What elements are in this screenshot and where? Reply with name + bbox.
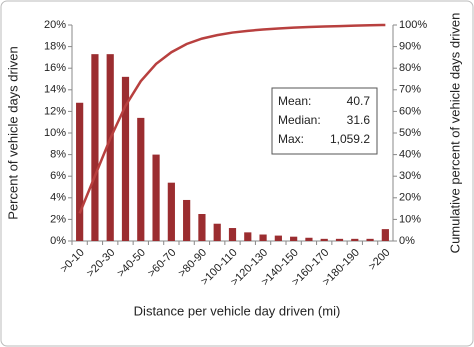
y-tick-label: 4% xyxy=(50,192,66,204)
bar xyxy=(351,238,359,241)
annotation-label: Mean: xyxy=(278,94,311,108)
y2-tick-label: 10% xyxy=(399,213,421,225)
bar xyxy=(228,228,237,241)
y-tick-label: 12% xyxy=(44,105,66,117)
bar xyxy=(152,154,160,241)
y-tick-label: 0% xyxy=(50,235,66,247)
bar xyxy=(366,238,374,241)
bar xyxy=(244,232,252,241)
y2-tick-label: 100% xyxy=(399,19,427,31)
bar xyxy=(121,76,130,241)
y2-tick-label: 40% xyxy=(399,149,421,161)
y-tick-label: 14% xyxy=(44,84,66,96)
y-tick-label: 2% xyxy=(50,213,66,225)
bar xyxy=(198,214,206,241)
bar xyxy=(106,54,114,241)
x-axis-title: Distance per vehicle day driven (mi) xyxy=(134,303,341,318)
bar xyxy=(213,223,221,241)
bar xyxy=(183,199,191,241)
bar xyxy=(381,229,389,241)
y-tick-label: 18% xyxy=(44,41,66,53)
y-tick-label: 16% xyxy=(44,62,66,74)
bar xyxy=(305,237,313,241)
y-tick-label: 6% xyxy=(50,170,66,182)
annotation-value: 40.7 xyxy=(347,94,371,108)
y2-tick-label: 0% xyxy=(399,235,415,247)
bar xyxy=(137,117,145,241)
y-tick-label: 8% xyxy=(50,149,66,161)
y-tick-label: 10% xyxy=(44,127,66,139)
y-tick-label: 20% xyxy=(44,19,66,31)
y2-axis-title: Cumulative percent of vehicle days drive… xyxy=(447,13,462,254)
y-axis-title: Percent of vehicle days driven xyxy=(5,46,20,219)
y2-tick-label: 90% xyxy=(399,41,421,53)
y2-tick-label: 80% xyxy=(399,62,421,74)
annotation-label: Max: xyxy=(278,132,304,146)
bar xyxy=(335,238,344,241)
bar xyxy=(76,102,84,241)
bar xyxy=(167,182,175,241)
annotation-value: 31.6 xyxy=(347,113,371,127)
bar xyxy=(91,54,99,241)
annotation-label: Median: xyxy=(278,113,321,127)
y2-tick-label: 70% xyxy=(399,84,421,96)
y2-tick-label: 20% xyxy=(399,192,421,204)
y2-tick-label: 50% xyxy=(399,127,421,139)
cumulative-line xyxy=(78,23,386,214)
y2-tick-label: 30% xyxy=(399,170,421,182)
annotation-box xyxy=(271,87,378,155)
bar xyxy=(274,235,282,241)
annotation-value: 1,059.2 xyxy=(330,132,370,146)
bar xyxy=(290,236,298,241)
bar xyxy=(259,234,267,241)
y2-tick-label: 60% xyxy=(399,105,421,117)
bar xyxy=(320,238,328,241)
